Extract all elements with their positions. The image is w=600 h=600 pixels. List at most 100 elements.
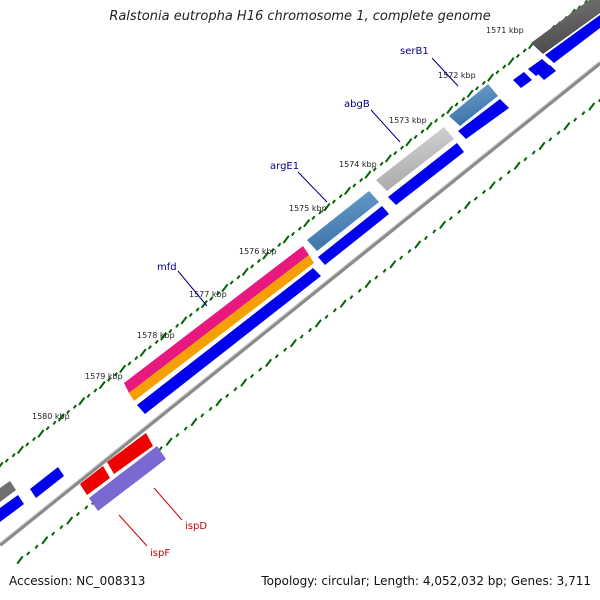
gc-mark: [86, 393, 91, 399]
gc-mark: [531, 150, 536, 155]
gc-mark: [466, 89, 474, 98]
cds-block[interactable]: [318, 206, 389, 265]
gc-mark: [113, 372, 118, 377]
gc-mark: [200, 413, 205, 418]
gene-label-serB1[interactable]: serB1: [400, 46, 429, 57]
cds-block[interactable]: [30, 467, 64, 498]
gc-mark: [139, 348, 147, 357]
gene-label-mfd[interactable]: mfd: [157, 262, 177, 273]
gc-mark: [324, 314, 329, 320]
gc-mark: [423, 235, 429, 241]
gc-mark: [364, 170, 372, 179]
gene-darkgray[interactable]: [531, 0, 600, 54]
cds-block[interactable]: [513, 72, 532, 88]
gc-mark: [314, 319, 322, 328]
gc-mark: [107, 377, 112, 382]
gc-mark: [556, 130, 561, 136]
gc-mark: [297, 226, 302, 231]
gc-mark: [190, 417, 198, 427]
gc-mark: [597, 98, 600, 103]
gc-mark: [183, 426, 188, 431]
cds-block[interactable]: [388, 143, 464, 205]
gene-label-argE1[interactable]: argE1: [270, 161, 299, 172]
gc-mark: [241, 267, 249, 276]
gc-mark: [573, 117, 578, 122]
gc-mark: [413, 134, 418, 140]
gene-darkgray-small[interactable]: [0, 481, 16, 502]
coordinate-ticks: 1571 kbp 1572 kbp 1573 kbp 1574 kbp 1575 kbp…: [32, 26, 524, 421]
gc-mark: [98, 380, 106, 390]
gc-mark: [51, 531, 56, 536]
gene-ispD[interactable]: [107, 433, 153, 474]
gc-mark: [446, 105, 454, 115]
gc-mark: [588, 102, 596, 111]
gc-mark: [289, 338, 297, 348]
gc-mark: [225, 393, 230, 398]
gc-mark: [349, 294, 354, 300]
gc-mark: [119, 364, 127, 374]
gc-mark: [215, 398, 223, 407]
gc-mark: [256, 258, 261, 264]
gc-mark: [265, 358, 273, 368]
gc-mark: [407, 248, 412, 254]
gc-mark: [515, 53, 520, 59]
gc-mark: [344, 186, 352, 196]
gc-mark: [563, 122, 571, 131]
gc-mark: [134, 355, 139, 361]
gene-label-abgB[interactable]: abgB: [344, 99, 370, 110]
cds-block[interactable]: [137, 268, 321, 414]
cds-block[interactable]: [545, 15, 600, 63]
cds-block[interactable]: [458, 99, 509, 139]
gene-argE1[interactable]: [307, 191, 379, 251]
gc-mark: [262, 251, 270, 260]
gc-mark: [440, 113, 445, 118]
gc-mark: [282, 235, 290, 244]
gene-label-ispF[interactable]: ispF: [150, 548, 170, 559]
gc-mark: [457, 209, 462, 214]
cds-block[interactable]: [528, 59, 550, 76]
gene-label-ispD[interactable]: ispD: [185, 521, 207, 532]
cds-block[interactable]: [538, 65, 556, 80]
gc-mark: [454, 102, 459, 107]
gc-mark: [250, 373, 254, 379]
gc-mark: [0, 461, 4, 468]
gene-purple[interactable]: [89, 446, 166, 511]
gene-mfd[interactable]: [124, 246, 309, 393]
gc-mark: [384, 154, 392, 163]
gc-mark: [34, 544, 39, 550]
gc-mark: [274, 354, 279, 359]
gc-mark: [175, 432, 180, 438]
gc-mark: [461, 96, 466, 102]
gc-mark: [339, 299, 347, 308]
gc-mark: [372, 167, 377, 172]
gc-mark: [506, 170, 511, 175]
gc-mark: [270, 247, 275, 253]
gc-mark: [299, 334, 304, 339]
gene-mfd-orange[interactable]: [129, 255, 314, 401]
gc-mark: [481, 80, 486, 86]
gc-mark: [523, 156, 528, 162]
tick-label: 1580 kbp: [32, 412, 70, 421]
gc-mark: [283, 347, 288, 352]
gc-mark: [331, 199, 336, 204]
chromosome-backbone-highlight: [0, 60, 600, 544]
gc-mark: [26, 551, 31, 556]
gc-mark: [382, 268, 387, 274]
gc-mark: [474, 86, 479, 91]
gene-abgB[interactable]: [376, 127, 454, 191]
gc-mark: [11, 453, 16, 458]
gc-mark: [332, 308, 337, 313]
gc-mark: [168, 328, 173, 334]
gc-mark: [507, 57, 515, 66]
gc-mark: [481, 189, 487, 195]
gc-mark: [414, 240, 422, 249]
gene-ispF[interactable]: [80, 466, 110, 495]
gc-mark: [147, 345, 152, 350]
gc-mark: [165, 437, 173, 446]
gc-skew-track-outer: [0, 0, 589, 468]
gc-mark: [318, 210, 323, 215]
cds-block[interactable]: [0, 495, 24, 522]
gene-serB1[interactable]: [449, 84, 498, 126]
gc-mark: [209, 296, 214, 301]
gc-mark: [425, 121, 433, 131]
